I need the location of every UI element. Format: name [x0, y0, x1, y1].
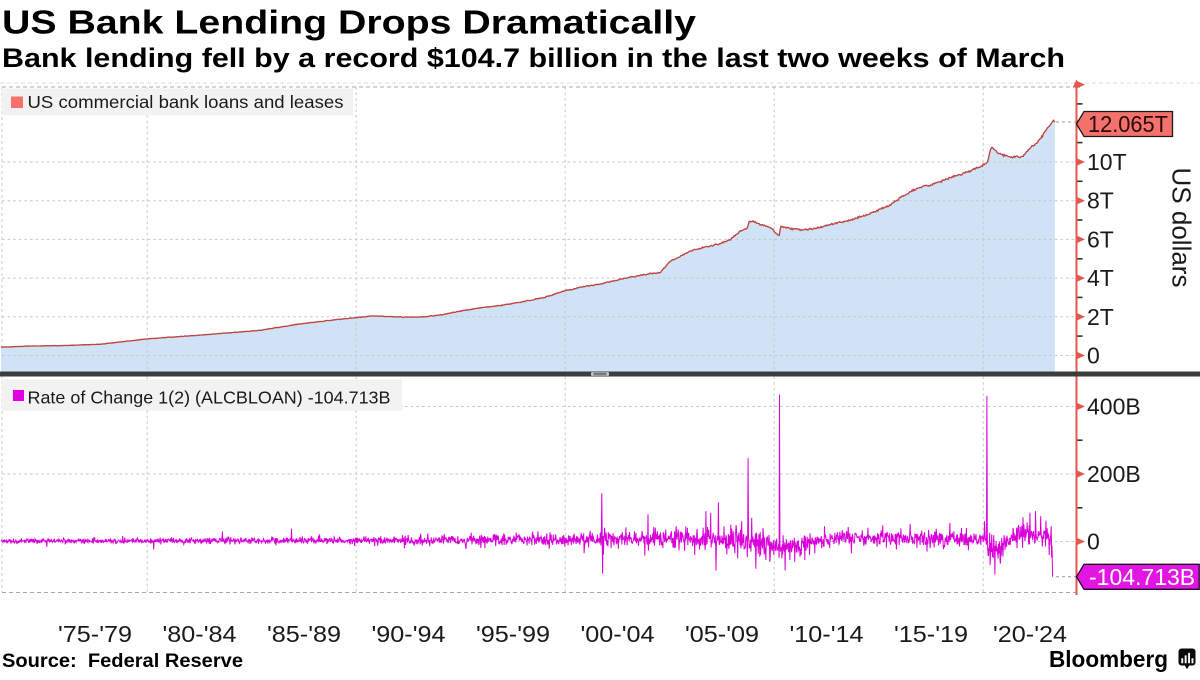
svg-text:12.065T: 12.065T	[1088, 111, 1168, 137]
svg-text:US dollars: US dollars	[1167, 168, 1197, 288]
svg-text:US Bank Lending Drops Dramatic: US Bank Lending Drops Dramatically	[2, 5, 696, 42]
svg-text:0: 0	[1087, 343, 1100, 369]
svg-text:'80-'84: '80-'84	[163, 621, 237, 647]
svg-text:-104.713B: -104.713B	[1089, 564, 1195, 590]
svg-text:200B: 200B	[1087, 461, 1141, 487]
svg-text:0: 0	[1087, 529, 1100, 555]
svg-text:Bank lending fell by a record: Bank lending fell by a record $104.7 bil…	[2, 43, 1065, 73]
svg-text:'00-'04: '00-'04	[581, 621, 655, 647]
svg-text:'15-'19: '15-'19	[894, 621, 968, 647]
svg-text:'20-'24: '20-'24	[993, 621, 1067, 647]
svg-text:2T: 2T	[1087, 304, 1114, 330]
svg-text:4T: 4T	[1087, 265, 1114, 291]
svg-text:Bloomberg: Bloomberg	[1049, 646, 1168, 672]
svg-text:Source: Federal Reserve: Source: Federal Reserve	[2, 651, 243, 672]
svg-text:8T: 8T	[1087, 188, 1114, 214]
svg-text:10T: 10T	[1087, 149, 1127, 175]
svg-text:'85-'89: '85-'89	[267, 621, 341, 647]
svg-text:400B: 400B	[1087, 394, 1141, 420]
svg-text:'10-'14: '10-'14	[790, 621, 864, 647]
svg-text:US commercial bank loans and l: US commercial bank loans and leases	[28, 92, 344, 112]
svg-text:'75-'79: '75-'79	[58, 621, 132, 647]
svg-text:'95-'99: '95-'99	[476, 621, 550, 647]
svg-text:'05-'09: '05-'09	[685, 621, 759, 647]
svg-text:6T: 6T	[1087, 226, 1114, 252]
svg-text:Rate of Change 1(2) (ALCBLOAN): Rate of Change 1(2) (ALCBLOAN) -104.713B	[28, 388, 391, 408]
svg-text:'90-'94: '90-'94	[372, 621, 446, 647]
